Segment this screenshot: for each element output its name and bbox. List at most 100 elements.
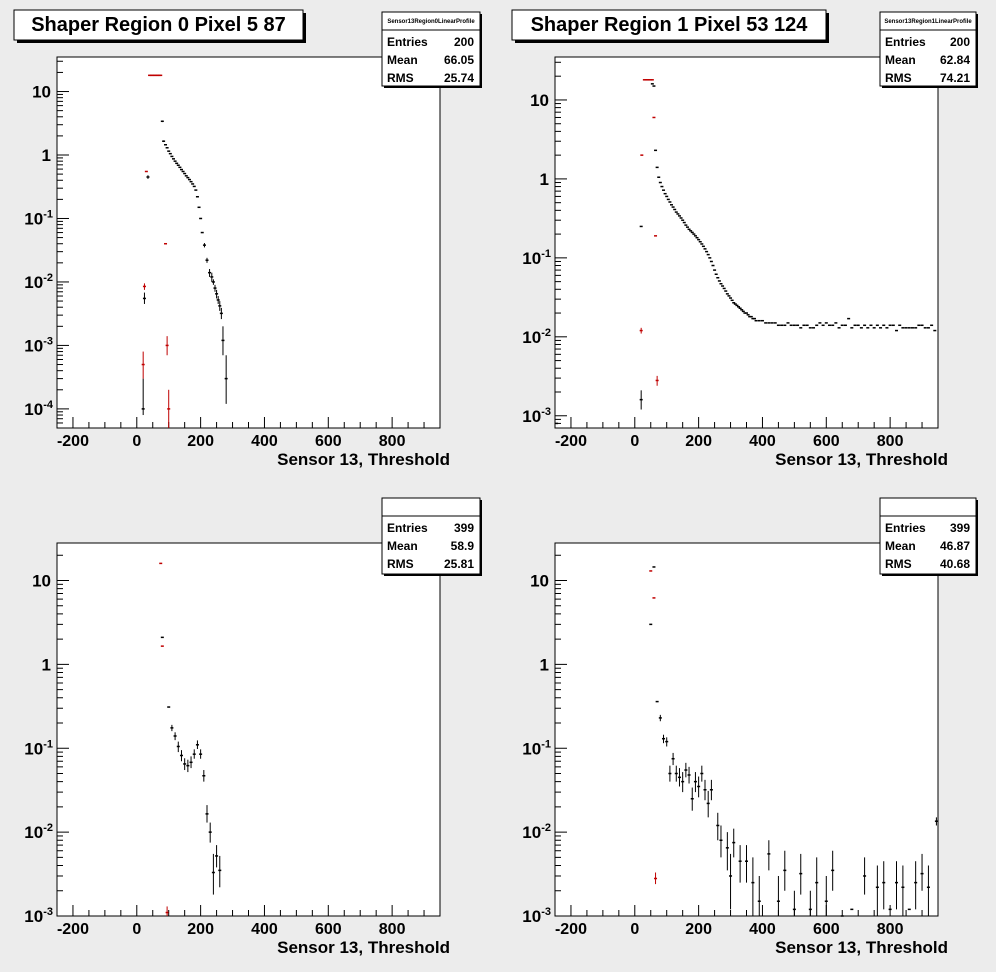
data-point [907,327,911,329]
title-box [511,9,827,41]
plot-frame [56,542,441,917]
data-point [671,757,675,760]
data-point [706,253,710,256]
data-point [141,408,145,410]
data-point [724,290,728,292]
data-point [721,285,725,287]
data-point [760,319,764,322]
x-tick-label: 200 [187,921,214,938]
data-point [752,317,756,320]
data-point [843,324,847,327]
y-tick-label: 10-3 [522,906,551,926]
data-point [783,324,787,327]
data-point [677,776,681,779]
y-tick-label: 10-2 [24,272,53,292]
data-point [837,327,841,329]
data-point [891,324,895,327]
x-tick-label: 800 [877,433,904,450]
data-point [202,244,206,246]
data-point [733,303,737,305]
data-point [824,322,828,324]
y-tick-label: 10-1 [24,208,53,228]
x-tick-label: 400 [251,433,278,450]
data-point [178,166,182,169]
x-axis-label: Sensor 13, Threshold [775,938,948,957]
x-tick-label: 200 [685,433,712,450]
y-tick-label: 10-1 [522,248,551,268]
data-point [192,753,196,755]
data-point [679,217,683,219]
data-point [700,772,704,775]
data-point [907,908,911,911]
data-point [901,327,905,329]
data-point [208,271,212,274]
stats-mean-value: 62.84 [940,53,970,67]
data-point [885,327,889,329]
y-tick-label: 10-4 [24,399,54,419]
data-point [818,322,822,324]
data-point [732,841,736,844]
stats-entries-value: 200 [950,35,970,49]
data-point [205,259,209,261]
data-point [160,645,164,647]
data-point [194,189,198,191]
data-point [640,154,644,156]
stats-entries-value: 399 [454,521,474,535]
data-point [690,797,694,800]
data-point [701,245,705,248]
data-point [805,324,809,327]
data-point [714,273,718,276]
data-point [167,408,171,410]
stats-box [879,497,977,575]
x-axis-label: Sensor 13, Threshold [277,450,450,469]
data-point [875,886,879,889]
data-point [773,322,777,324]
data-point [863,324,867,327]
data-point [213,287,217,289]
data-point [187,178,191,181]
data-point [156,74,160,77]
x-tick-label: 600 [813,921,840,938]
data-point [926,327,930,329]
data-point [215,293,219,295]
data-point [644,79,648,81]
stats-name: Sensor13Region1LinearProfile [884,19,972,25]
y-tick-label: 1 [540,170,549,189]
stats-rms-label: RMS [885,71,912,85]
x-tick-label: 400 [749,921,776,938]
data-point [674,772,678,775]
data-point [930,324,934,327]
data-point [665,195,669,198]
data-point [211,871,215,874]
stats-rms-value: 25.74 [444,71,474,85]
data-point [660,185,664,188]
data-point [650,79,654,81]
data-point [933,329,937,332]
data-point [682,221,686,224]
data-point [674,211,678,213]
data-point [186,764,190,767]
plot-frame [554,56,939,429]
data-point [799,327,803,329]
data-point [175,162,179,165]
data-point [183,763,187,765]
x-tick-label: 400 [251,921,278,938]
stats-box [381,11,481,87]
data-point [709,260,713,263]
data-point [170,155,174,158]
data-point [815,881,819,884]
data-point [164,242,168,245]
x-tick-label: -200 [555,433,587,450]
data-point [157,74,161,77]
data-point [652,116,656,119]
chart-title: Shaper Region 1 Pixel 53 124 [531,14,809,36]
data-point [743,312,747,314]
data-point [639,329,643,332]
data-point [189,761,193,764]
data-point [697,238,701,241]
data-point [668,772,672,775]
stats-mean-value: 58.9 [451,539,475,553]
